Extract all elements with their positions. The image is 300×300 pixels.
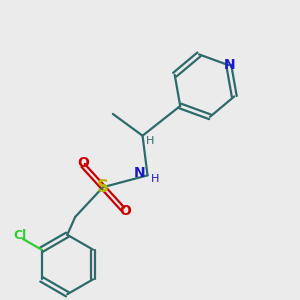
Text: H: H — [151, 174, 160, 184]
Text: H: H — [146, 136, 155, 146]
Text: O: O — [77, 156, 89, 170]
Text: N: N — [224, 58, 236, 72]
Text: N: N — [134, 167, 146, 180]
Text: Cl: Cl — [13, 229, 26, 242]
Text: S: S — [97, 178, 109, 196]
Text: O: O — [119, 204, 131, 218]
